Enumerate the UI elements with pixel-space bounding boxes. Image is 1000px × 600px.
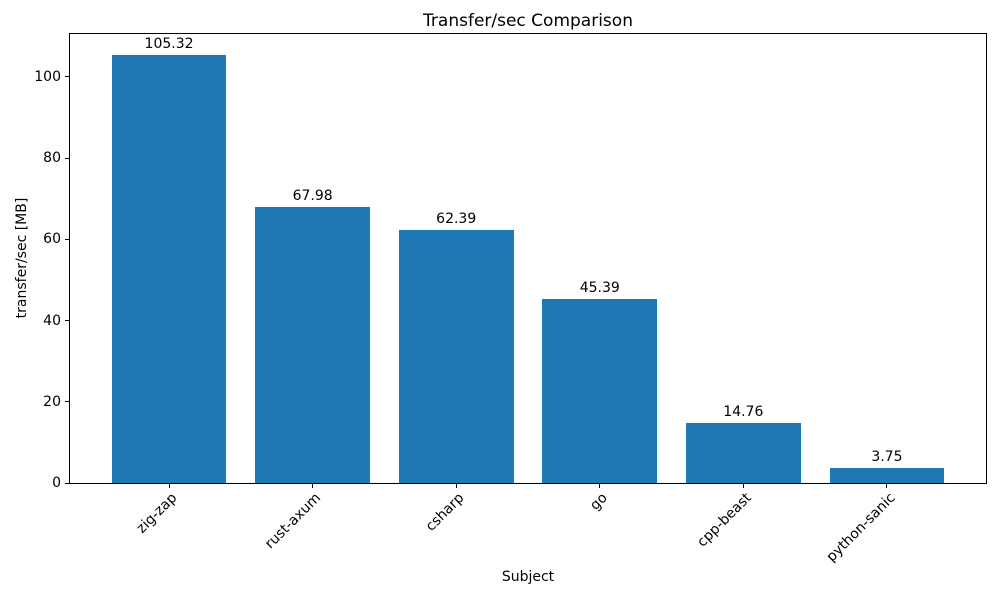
bar-value-label: 67.98 [292, 188, 333, 204]
x-tick-label: csharp [422, 490, 468, 535]
x-tick-mark [742, 484, 744, 488]
x-tick-label: zig-zap [133, 490, 181, 537]
y-tick-label: 40 [43, 312, 61, 329]
bar-value-label: 105.32 [144, 36, 194, 53]
y-tick-mark [65, 482, 69, 484]
y-tick-mark [65, 157, 69, 159]
y-tick-mark [65, 320, 69, 322]
y-axis-label: transfer/sec [MB] [14, 197, 30, 319]
y-tick-mark [65, 76, 69, 78]
bar [685, 423, 801, 483]
y-tick-mark [65, 401, 69, 403]
bar [398, 229, 514, 483]
x-tick-mark [312, 484, 314, 488]
bar-value-label: 3.75 [871, 448, 903, 465]
x-tick-mark [455, 484, 457, 488]
x-tick-mark [168, 484, 170, 488]
y-tick-label: 100 [34, 68, 61, 85]
bar [111, 55, 227, 483]
chart-title: Transfer/sec Comparison [423, 11, 633, 31]
x-tick-mark [599, 484, 601, 488]
bar-value-label: 62.39 [436, 210, 477, 227]
bar-value-label: 14.76 [723, 404, 764, 421]
y-tick-label: 20 [43, 393, 61, 410]
x-tick-label: cpp-beast [694, 490, 755, 551]
y-tick-mark [65, 238, 69, 240]
bar [542, 298, 658, 483]
plot-area: 0 20 40 60 80 100 105.32 zig-zap 67.98 rust-axum 6… [34, 33, 987, 565]
x-axis-label: Subject [501, 569, 555, 585]
x-tick-mark [886, 484, 888, 488]
y-tick-label: 0 [52, 475, 61, 491]
x-tick-label: rust-axum [261, 490, 324, 553]
bar-value-label: 45.39 [579, 279, 620, 296]
bar [255, 207, 371, 483]
bar [829, 467, 945, 483]
y-tick-label: 60 [43, 231, 61, 248]
x-tick-label: python-sanic [823, 490, 899, 566]
x-tick-label: go [587, 490, 612, 514]
y-tick-label: 80 [43, 150, 61, 167]
